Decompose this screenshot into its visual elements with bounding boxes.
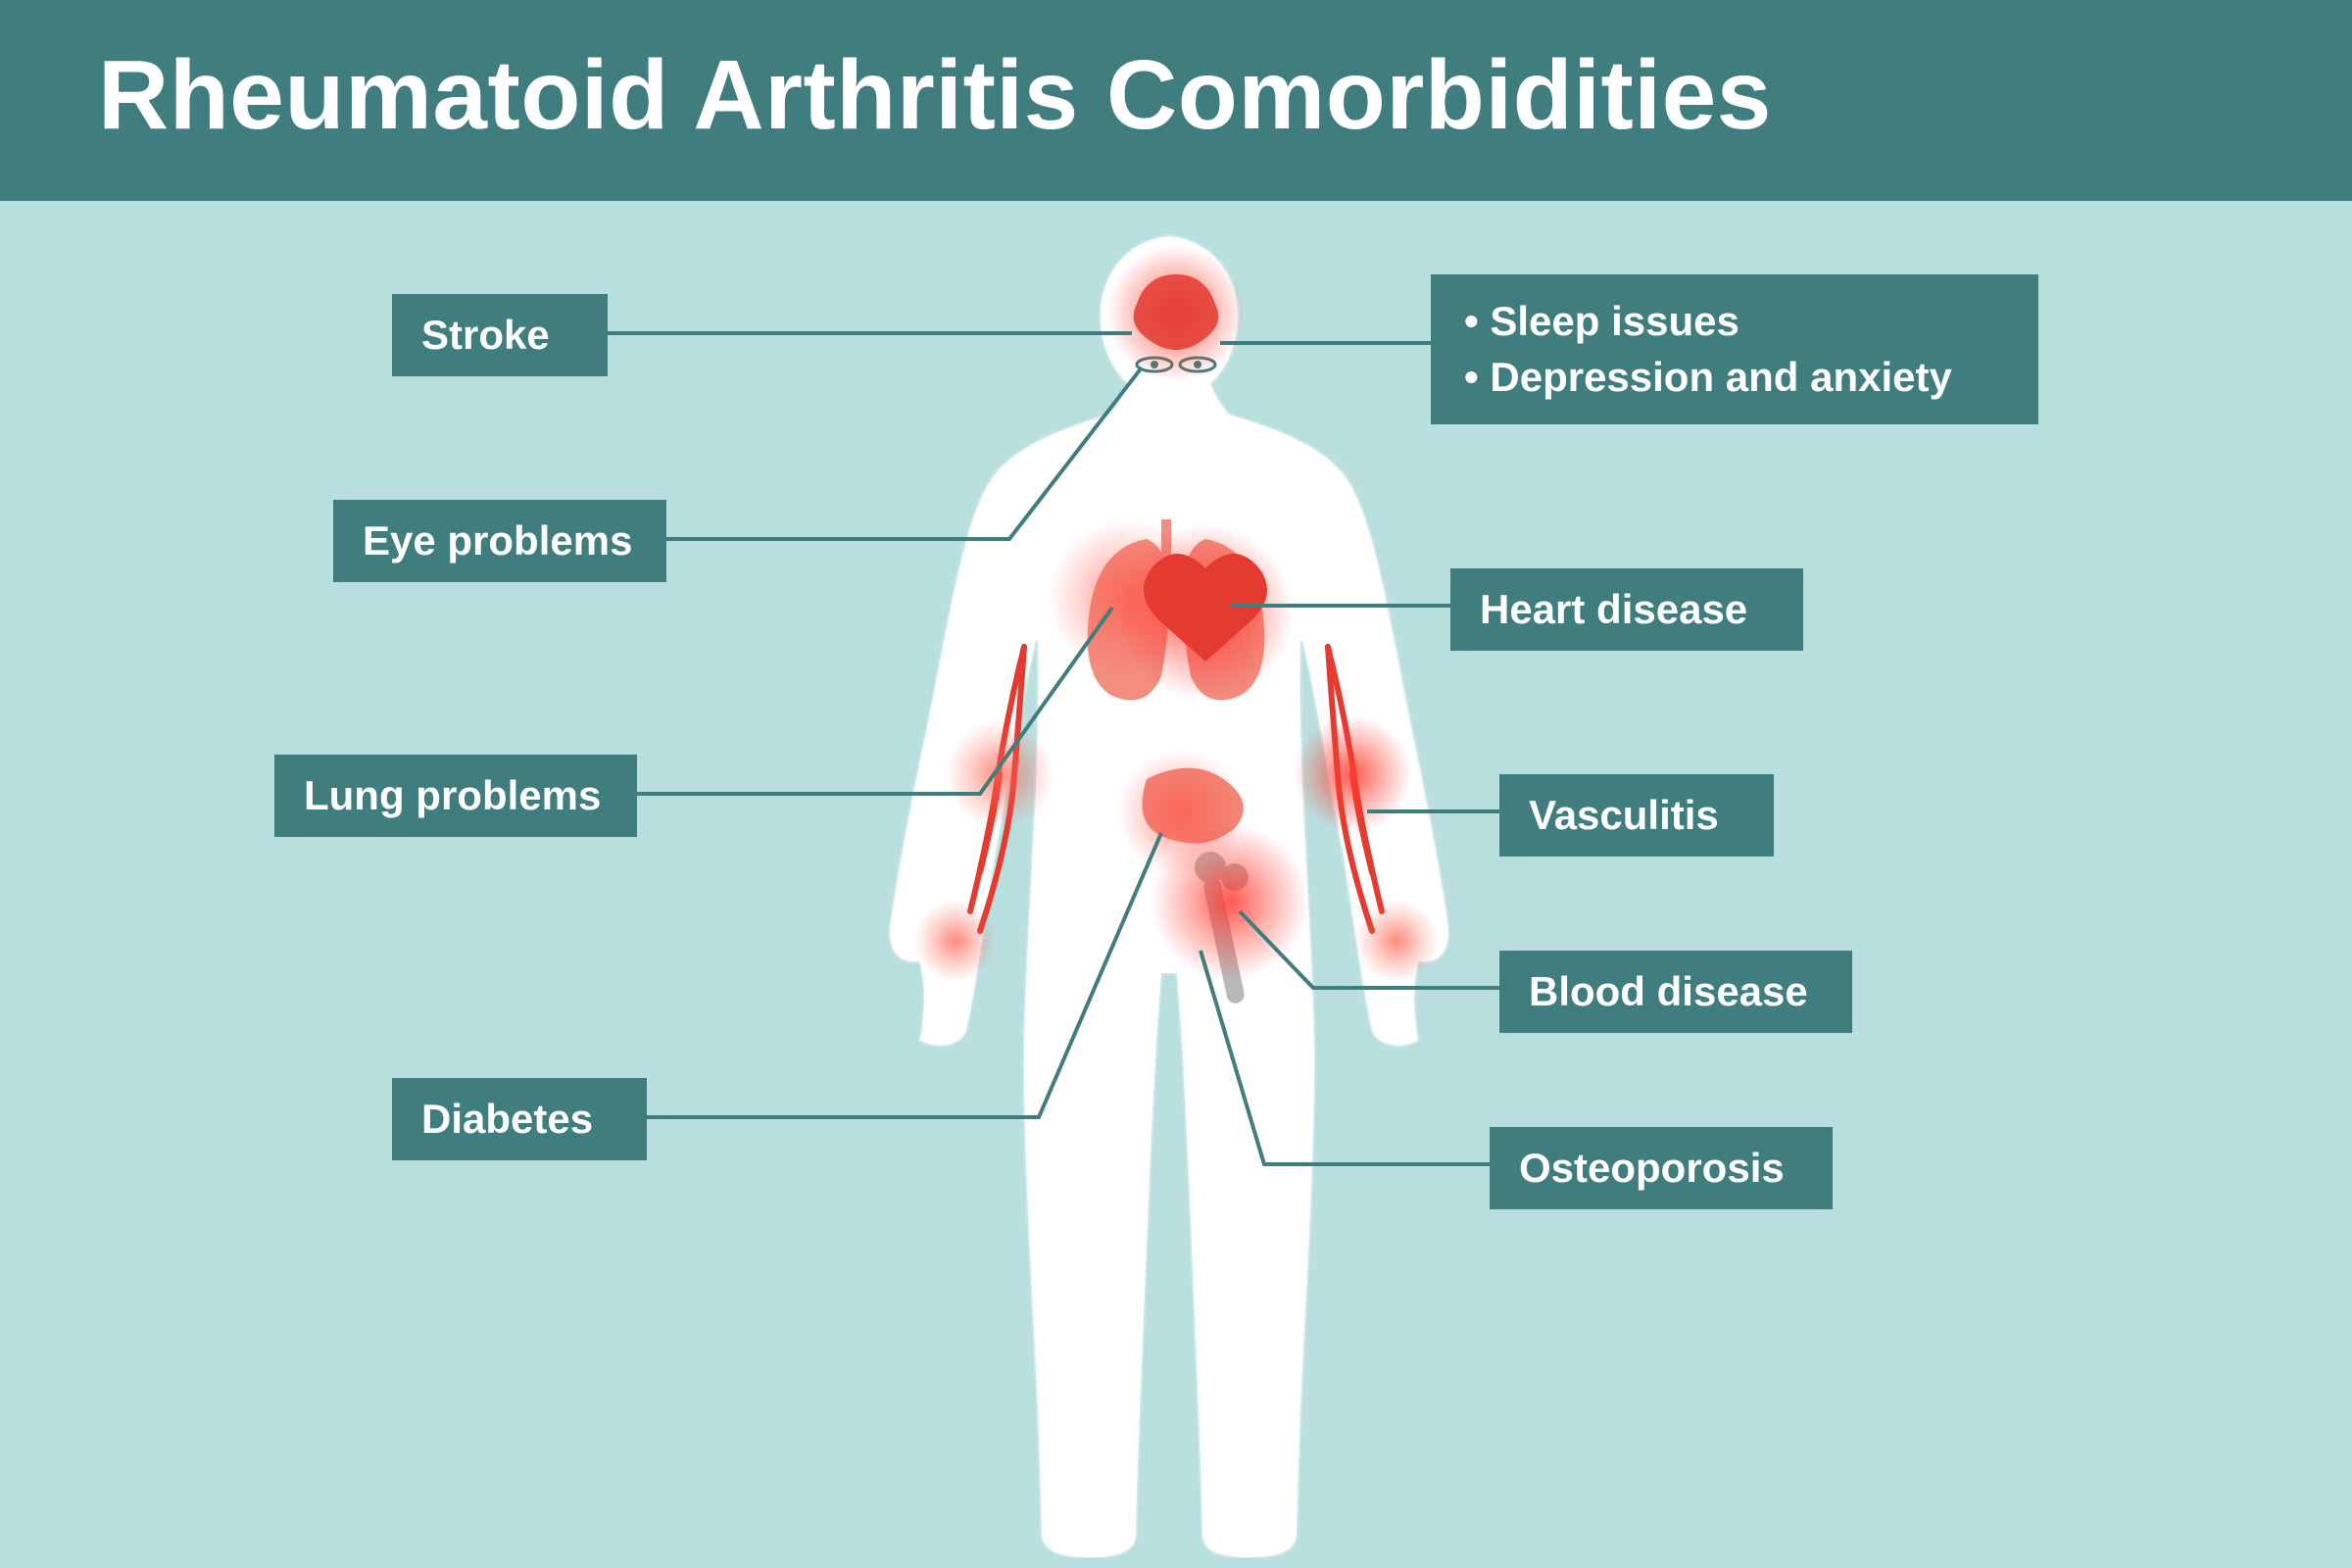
label-heart: Heart disease	[1450, 568, 1803, 651]
hotspot-wrist-l	[914, 900, 997, 982]
hotspot-elbow-r	[1294, 715, 1411, 833]
label-eye: Eye problems	[333, 500, 666, 582]
label-diabetes: Diabetes	[392, 1078, 647, 1160]
label-stroke: Stroke	[392, 294, 608, 376]
hotspot-wrist-r	[1355, 900, 1438, 982]
label-osteo: Osteoporosis	[1490, 1127, 1833, 1209]
infographic-stage: Rheumatoid Arthritis Comorbidities	[0, 0, 2352, 1568]
label-lung: Lung problems	[274, 755, 637, 837]
label-line: • Sleep issues	[1464, 294, 2005, 350]
label-blood: Blood disease	[1499, 951, 1852, 1033]
hotspot-elbow-l	[946, 720, 1054, 828]
header-bar: Rheumatoid Arthritis Comorbidities	[0, 0, 2352, 201]
hotspot-hip	[1152, 823, 1308, 980]
body-svg	[882, 225, 1470, 1558]
label-mental: • Sleep issues• Depression and anxiety	[1431, 274, 2038, 424]
page-title: Rheumatoid Arthritis Comorbidities	[98, 39, 2254, 152]
label-line: • Depression and anxiety	[1464, 350, 2005, 406]
body-figure	[882, 225, 1470, 1558]
label-vasc: Vasculitis	[1499, 774, 1774, 857]
